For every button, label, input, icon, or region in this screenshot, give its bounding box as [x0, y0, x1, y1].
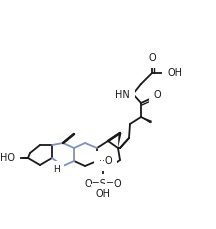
Text: H: H	[53, 166, 59, 174]
Text: O: O	[148, 53, 156, 63]
Text: O=S=O: O=S=O	[84, 179, 122, 189]
Text: HO: HO	[0, 153, 15, 163]
Polygon shape	[118, 133, 121, 148]
Text: ··O: ··O	[99, 156, 113, 166]
Text: OH: OH	[167, 68, 182, 78]
Polygon shape	[141, 117, 152, 123]
Text: OH: OH	[95, 189, 111, 199]
Text: O: O	[154, 90, 162, 100]
Text: HN: HN	[115, 90, 130, 100]
